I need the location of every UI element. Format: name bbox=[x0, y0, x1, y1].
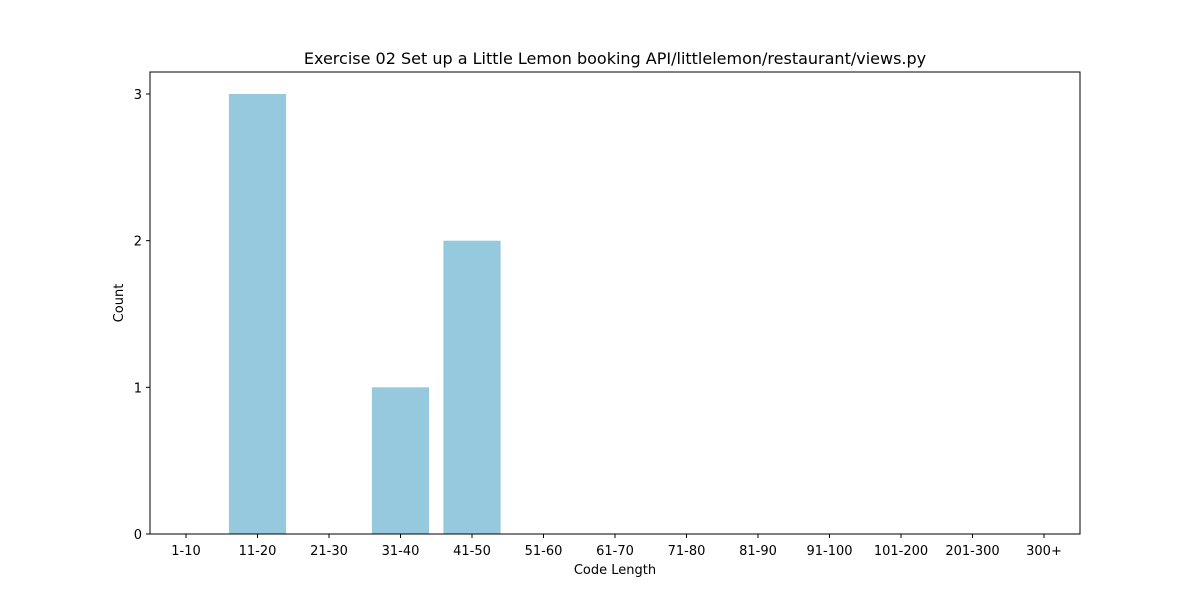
y-tick-label: 1 bbox=[134, 381, 142, 396]
y-axis: 0 1 2 3 bbox=[134, 88, 150, 543]
x-tick-label: 1-10 bbox=[171, 544, 201, 559]
x-tick-label: 61-70 bbox=[596, 544, 634, 559]
bars-group bbox=[228, 94, 501, 534]
x-tick-label: 51-60 bbox=[525, 544, 563, 559]
x-tick-label: 21-30 bbox=[310, 544, 348, 559]
x-tick-label: 201-300 bbox=[945, 544, 999, 559]
bar-41-50 bbox=[443, 240, 501, 534]
x-tick-label: 300+ bbox=[1026, 544, 1062, 559]
x-axis: 1-10 11-20 21-30 31-40 41-50 51-60 61-70 71-80 8… bbox=[171, 534, 1062, 559]
x-tick-label: 81-90 bbox=[739, 544, 777, 559]
x-axis-label: Code Length bbox=[574, 563, 656, 578]
x-tick-label: 91-100 bbox=[806, 544, 852, 559]
x-tick-label: 41-50 bbox=[453, 544, 491, 559]
y-axis-label: Count bbox=[112, 284, 127, 323]
y-tick-label: 2 bbox=[134, 235, 142, 250]
x-tick-label: 11-20 bbox=[239, 544, 277, 559]
x-tick-label: 31-40 bbox=[382, 544, 420, 559]
y-tick-label: 3 bbox=[134, 88, 142, 103]
y-tick-label: 0 bbox=[134, 528, 142, 543]
x-tick-label: 101-200 bbox=[874, 544, 928, 559]
x-tick-label: 71-80 bbox=[668, 544, 706, 559]
bar-11-20 bbox=[228, 94, 287, 534]
bar-31-40 bbox=[371, 387, 430, 534]
plot-frame bbox=[149, 71, 1081, 535]
chart-title: Exercise 02 Set up a Little Lemon bookin… bbox=[304, 49, 926, 68]
